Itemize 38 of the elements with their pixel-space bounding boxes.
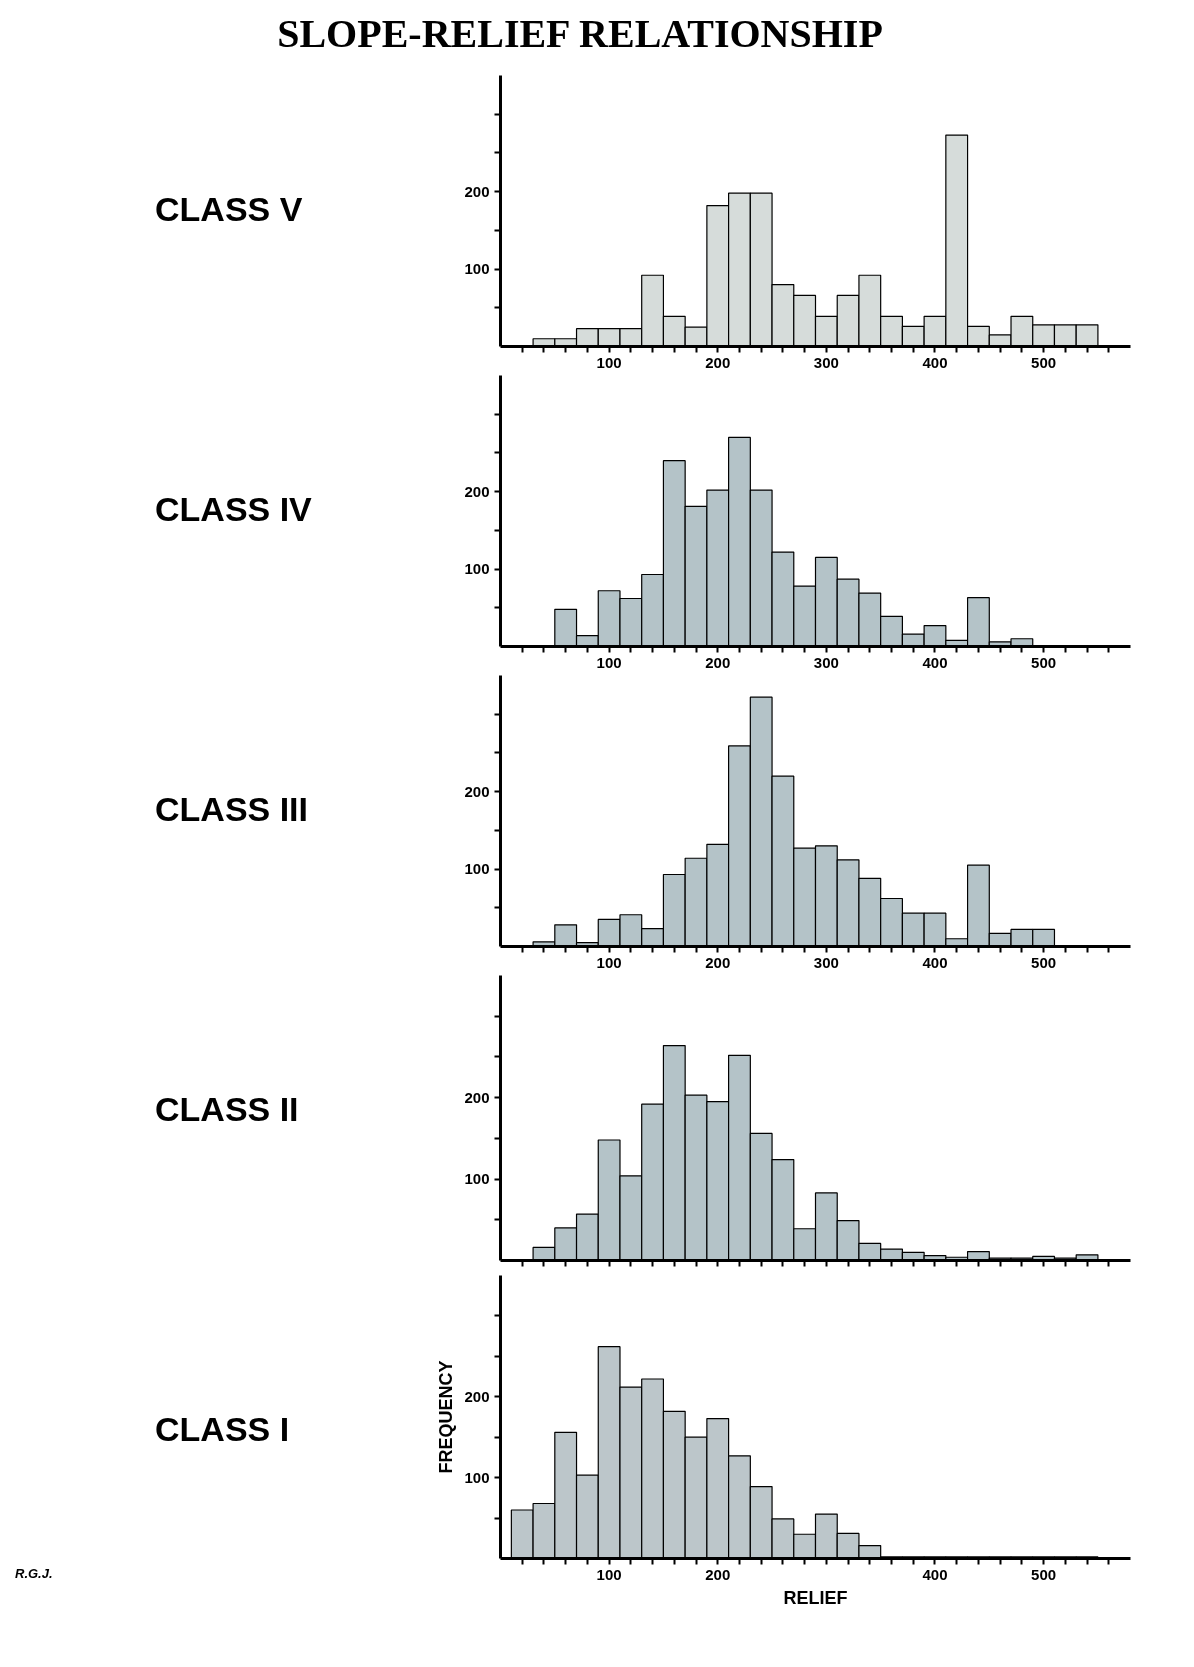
x-tick-label: 200: [705, 653, 731, 671]
x-tick-label: 500: [1031, 953, 1057, 971]
x-tick-label: 400: [922, 1565, 948, 1583]
y-tick-label: 100: [464, 560, 490, 578]
x-tick-label: 400: [922, 353, 948, 371]
y-tick-label: 100: [464, 260, 490, 278]
x-tick-label: 300: [813, 653, 839, 671]
x-tick-label: 500: [1031, 1565, 1057, 1583]
x-axis-title: RELIEF: [783, 1587, 848, 1608]
x-tick-label: 500: [1031, 653, 1057, 671]
x-tick-label: 200: [705, 953, 731, 971]
x-tick-label: 400: [922, 653, 948, 671]
y-tick-label: 200: [464, 1088, 490, 1106]
x-tick-label: 100: [596, 653, 622, 671]
text: CLASS II: [155, 1089, 299, 1130]
x-tick-label: 100: [596, 953, 622, 971]
x-tick-label: 100: [596, 1565, 622, 1583]
y-axis-title: FREQUENCY: [436, 1360, 457, 1474]
y-tick-label: 100: [464, 1170, 490, 1188]
y-tick-label: 200: [464, 782, 490, 800]
x-tick-label: 100: [596, 353, 622, 371]
text: CLASS I: [155, 1409, 290, 1450]
text: CLASS III: [155, 789, 309, 830]
y-tick-label: 100: [464, 1468, 490, 1486]
text: R.G.J.: [15, 1565, 53, 1583]
chart-title: SLOPE-RELIEF RELATIONSHIP: [277, 10, 883, 58]
y-tick-label: 200: [464, 1387, 490, 1405]
text: CLASS V: [155, 189, 303, 230]
x-tick-label: 300: [813, 353, 839, 371]
x-tick-label: 400: [922, 953, 948, 971]
text: CLASS IV: [155, 489, 312, 530]
x-tick-label: 200: [705, 1565, 731, 1583]
x-tick-label: 200: [705, 353, 731, 371]
x-tick-label: 500: [1031, 353, 1057, 371]
y-tick-label: 200: [464, 182, 490, 200]
x-tick-label: 300: [813, 953, 839, 971]
y-tick-label: 200: [464, 482, 490, 500]
y-tick-label: 100: [464, 860, 490, 878]
